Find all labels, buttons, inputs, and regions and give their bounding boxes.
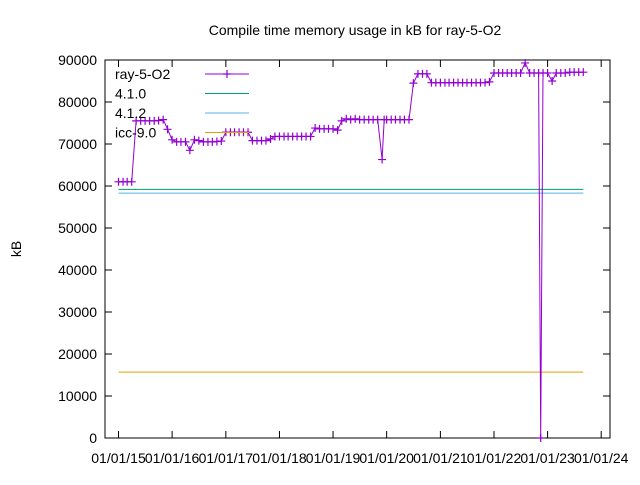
data-point: [543, 69, 552, 78]
y-tick-label: 90000: [58, 52, 97, 68]
legend-label: 4.1.2: [115, 105, 146, 121]
data-point: [181, 137, 190, 146]
x-tick-label: 01/01/18: [252, 450, 307, 466]
data-point: [485, 77, 494, 86]
data-point: [159, 115, 168, 124]
data-point: [163, 125, 172, 134]
x-tick-label: 01/01/21: [413, 450, 468, 466]
legend: ray-5-O2 4.1.0 4.1.2 icc-9.0: [115, 66, 249, 141]
data-point: [481, 78, 490, 87]
data-point: [217, 137, 226, 146]
chart-title: Compile time memory usage in kB for ray-…: [209, 22, 502, 38]
data-point: [333, 126, 342, 135]
x-tick-label: 01/01/19: [306, 450, 361, 466]
data-point: [168, 135, 177, 144]
y-tick-label: 70000: [58, 136, 97, 152]
legend-marker: [223, 70, 231, 78]
y-tick-label: 40000: [58, 262, 97, 278]
data-point: [422, 69, 431, 78]
data-point: [306, 132, 315, 141]
data-point: [127, 177, 136, 186]
data-point: [409, 79, 418, 88]
y-tick-label: 10000: [58, 388, 97, 404]
data-point: [337, 116, 346, 125]
data-point: [190, 135, 199, 144]
x-tick-label: 01/01/22: [467, 450, 522, 466]
data-point: [516, 69, 525, 78]
axes-layer: 0 10000 20000 30000 40000 50000 60000 70000 8000…: [58, 52, 629, 466]
data-point: [404, 115, 413, 124]
data-point: [351, 114, 360, 123]
y-axis-label: kB: [8, 241, 24, 257]
legend-label: 4.1.0: [115, 86, 146, 102]
x-tick-label: 01/01/17: [199, 450, 254, 466]
plot-border: [104, 59, 611, 439]
data-point: [261, 136, 270, 145]
series-layer: [114, 58, 588, 442]
data-point: [521, 58, 530, 67]
x-tick-label: 01/01/15: [91, 450, 146, 466]
data-point: [536, 434, 545, 442]
data-point: [346, 115, 355, 124]
data-point: [154, 116, 163, 125]
data-point: [311, 124, 320, 133]
y-tick-label: 30000: [58, 304, 97, 320]
x-tick-label: 01/01/20: [359, 450, 414, 466]
data-point: [194, 136, 203, 145]
x-tick-label: 01/01/16: [145, 450, 200, 466]
data-point: [342, 114, 351, 123]
y-tick-label: 0: [89, 430, 97, 446]
data-point: [579, 68, 588, 77]
legend-label: ray-5-O2: [115, 66, 170, 82]
data-point: [266, 134, 275, 143]
legend-label: icc-9.0: [115, 125, 156, 141]
y-tick-label: 50000: [58, 220, 97, 236]
data-point: [329, 124, 338, 133]
data-point: [561, 69, 570, 78]
data-point: [548, 77, 557, 85]
y-tick-label: 60000: [58, 178, 97, 194]
y-tick-label: 80000: [58, 94, 97, 110]
y-tick-label: 20000: [58, 346, 97, 362]
data-point: [378, 155, 387, 164]
x-tick-label: 01/01/23: [520, 450, 575, 466]
x-tick-label: 01/01/24: [574, 450, 629, 466]
data-point: [185, 146, 194, 155]
